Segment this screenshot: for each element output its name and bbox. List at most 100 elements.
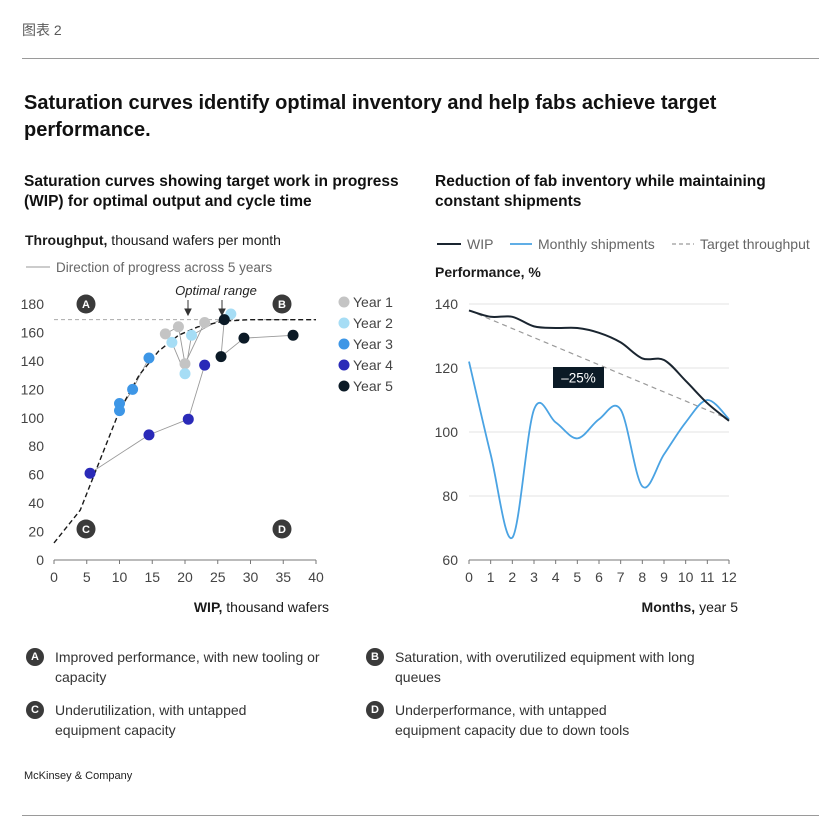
- right-x-axis-label: Months, year 5: [642, 599, 739, 615]
- y-tick-label: 140: [435, 296, 459, 312]
- x-tick-label: 5: [83, 569, 91, 585]
- badge-a: A: [26, 648, 44, 666]
- x-tick-label: 9: [660, 569, 668, 585]
- data-point: [218, 314, 230, 326]
- quadrant-badge-label: B: [278, 299, 286, 311]
- data-point: [199, 359, 211, 371]
- y-tick-label: 80: [442, 488, 458, 504]
- x-tick-label: 40: [308, 569, 324, 585]
- annotation-d-text: Underperformance, with untapped equipmen…: [395, 702, 630, 738]
- data-point: [143, 429, 155, 441]
- badge-c: C: [26, 701, 44, 719]
- reduction-callout: –25%: [553, 367, 604, 388]
- left-plot: A B C D: [53, 294, 316, 544]
- x-tick-label: 35: [275, 569, 291, 585]
- legend-label: WIP: [467, 236, 493, 252]
- quadrant-badge: [76, 294, 96, 314]
- badge-d: D: [366, 701, 384, 719]
- y-tick-label: 40: [28, 495, 44, 511]
- x-tick-label: 2: [508, 569, 516, 585]
- y-tick-label: 100: [435, 424, 459, 440]
- x-tick-label: 7: [617, 569, 625, 585]
- data-point: [143, 352, 155, 364]
- data-point: [179, 368, 191, 380]
- y-tick-label: 180: [21, 296, 45, 312]
- legend-label: Year 5: [353, 378, 393, 394]
- x-tick-label: 10: [678, 569, 694, 585]
- wip-line: [468, 309, 730, 422]
- legend-label: Year 3: [353, 336, 393, 352]
- annotation-b-text: Saturation, with overutilized equipment …: [395, 649, 695, 685]
- x-tick-label: 25: [210, 569, 226, 585]
- legend-marker: [338, 380, 350, 392]
- legend-marker: [338, 359, 350, 371]
- x-tick-label: 20: [177, 569, 193, 585]
- y-tick-label: 100: [21, 410, 45, 426]
- quadrant-badge: [272, 519, 292, 539]
- legend-label: Year 1: [353, 294, 393, 310]
- monthly-shipments-line: [468, 361, 730, 539]
- optimal-range-label: Optimal range: [175, 283, 257, 298]
- target-throughput-line: [468, 309, 730, 420]
- quadrant-badge: [272, 294, 292, 314]
- progress-line: [220, 319, 294, 358]
- right-legend: WIP Monthly shipments Target throughput: [437, 236, 810, 252]
- y-tick-label: 80: [28, 438, 44, 454]
- x-tick-label: 5: [573, 569, 581, 585]
- data-point: [159, 328, 171, 340]
- x-tick-label: 3: [530, 569, 538, 585]
- left-y-axis-label: Throughput, thousand wafers per month: [25, 232, 281, 248]
- source-label: McKinsey & Company: [24, 770, 133, 782]
- legend-label: Year 4: [353, 357, 393, 373]
- left-axis: 0 5 10 15 20 25 30 35 40 0 20 40 60 80 100 120 140 160 180: [21, 296, 324, 585]
- y-tick-label: 0: [36, 552, 44, 568]
- x-tick-label: 8: [638, 569, 646, 585]
- x-tick-label: 15: [144, 569, 160, 585]
- quadrant-badge-label: C: [82, 524, 90, 536]
- annotation-b: B Saturation, with overutilized equipmen…: [366, 647, 695, 687]
- right-plot: [468, 309, 730, 539]
- data-point: [114, 405, 125, 417]
- reduction-callout-box: [553, 367, 604, 388]
- left-chart-subtitle: Saturation curves showing target work in…: [24, 173, 399, 210]
- x-tick-label: 10: [112, 569, 128, 585]
- data-point: [199, 316, 211, 328]
- data-point: [84, 467, 96, 479]
- y-tick-label: 120: [21, 381, 45, 397]
- left-x-axis-label: WIP, thousand wafers: [194, 599, 329, 615]
- annotation-a: A Improved performance, with new tooling…: [26, 647, 325, 687]
- bottom-rule: [22, 815, 819, 816]
- quadrant-badge: [76, 519, 96, 539]
- badge-b: B: [366, 648, 384, 666]
- top-rule: [22, 58, 819, 59]
- legend-marker: [338, 338, 350, 350]
- x-tick-label: 4: [552, 569, 560, 585]
- data-point: [127, 383, 139, 395]
- exhibit-label: 图表 2: [22, 22, 62, 38]
- annotation-c-text: Underutilization, with untapped equipmen…: [55, 702, 247, 738]
- left-legend: Year 1 Year 2 Year 3 Year 4 Year 5: [338, 294, 393, 394]
- x-tick-label: 0: [465, 569, 473, 585]
- legend-label: Monthly shipments: [538, 236, 655, 252]
- legend-label: Target throughput: [700, 236, 810, 252]
- reduction-callout-label: –25%: [561, 371, 596, 386]
- quadrant-badge-label: A: [82, 299, 90, 311]
- quadrant-badge-label: D: [278, 524, 286, 536]
- saturation-curve: [53, 318, 316, 544]
- data-point: [287, 329, 299, 341]
- x-tick-label: 12: [721, 569, 737, 585]
- data-point: [186, 329, 198, 341]
- optimal-range-arrows: [184, 300, 226, 317]
- progress-line: [165, 322, 206, 366]
- y-tick-label: 60: [442, 552, 458, 568]
- annotation-a-text: Improved performance, with new tooling o…: [55, 649, 320, 685]
- x-tick-label: 0: [50, 569, 58, 585]
- y-tick-label: 60: [28, 467, 44, 483]
- page-title: Saturation curves identify optimal inven…: [24, 92, 717, 141]
- data-point: [179, 358, 191, 370]
- progress-line: [89, 365, 206, 474]
- legend-label: Year 2: [353, 315, 393, 331]
- x-tick-label: 1: [487, 569, 495, 585]
